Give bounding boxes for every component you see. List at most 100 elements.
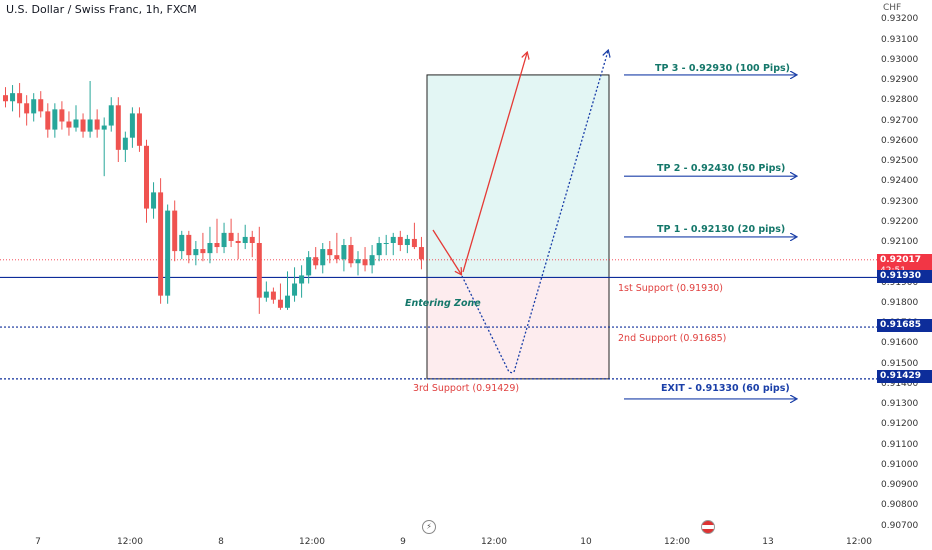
- candle-body: [151, 192, 157, 209]
- candle-body: [200, 249, 206, 254]
- candle-body: [115, 105, 121, 150]
- lightning-icon[interactable]: ⚡: [422, 520, 436, 534]
- candle-body: [334, 255, 340, 260]
- candle-body: [10, 93, 16, 102]
- candle: [129, 107, 135, 148]
- candle: [144, 139, 149, 223]
- candle: [101, 117, 107, 177]
- candle-body: [144, 145, 149, 209]
- y-tick-label: 0.93100: [881, 34, 919, 45]
- candle: [94, 109, 100, 138]
- red-arrow-up: [462, 53, 527, 273]
- y-tick-label: 0.92600: [881, 135, 919, 146]
- candle-body: [17, 93, 23, 104]
- blue-path-down: [461, 275, 514, 374]
- candle: [10, 85, 16, 112]
- y-tick-label: 0.91100: [881, 439, 919, 450]
- candle-body: [327, 249, 333, 256]
- y-tick-label: 0.91800: [881, 297, 919, 308]
- tp2-label: TP 2 - 0.92430 (50 Pips): [657, 163, 786, 174]
- x-tick-label: 8: [218, 537, 224, 547]
- candle-body: [277, 299, 283, 308]
- candle-body: [193, 249, 199, 256]
- candle-body: [341, 245, 347, 260]
- candle-body: [45, 111, 51, 130]
- tp3-label: TP 3 - 0.92930 (100 Pips): [655, 63, 790, 74]
- candle-body: [390, 236, 396, 243]
- candle: [73, 105, 79, 132]
- y-tick-label: 0.91400: [881, 378, 919, 389]
- current-price-value: 0.92017: [880, 255, 921, 265]
- candle-body: [348, 245, 354, 264]
- candle-body: [376, 243, 382, 256]
- y-tick-label: 0.92300: [881, 196, 919, 207]
- candle-body: [87, 119, 93, 132]
- y-tick-label: 0.92200: [881, 216, 919, 227]
- candle-body: [418, 247, 424, 260]
- candle: [24, 95, 30, 126]
- candle: [383, 234, 389, 256]
- x-tick-label: 10: [580, 537, 592, 547]
- candle: [418, 236, 424, 270]
- y-tick-label: 0.92800: [881, 95, 919, 106]
- candle-body: [221, 232, 227, 248]
- support-lines: [0, 259, 877, 380]
- candle: [369, 245, 375, 274]
- candle-body: [320, 249, 326, 266]
- y-tick-label: 0.91600: [881, 338, 919, 349]
- support-2-badge: 0.91685: [877, 319, 932, 332]
- y-tick-label: 0.90700: [881, 520, 919, 531]
- candle: [263, 281, 269, 302]
- candle-body: [355, 259, 361, 264]
- candle: [228, 218, 234, 248]
- candle: [221, 222, 227, 254]
- candle: [277, 283, 283, 310]
- candle: [59, 101, 65, 130]
- candle-body: [383, 243, 389, 244]
- candle-body: [285, 295, 290, 308]
- symbol-title[interactable]: U.S. Dollar / Swiss Franc, 1h, FXCM: [6, 3, 197, 16]
- candle-body: [404, 238, 410, 246]
- x-tick-label: 12:00: [117, 537, 143, 547]
- candle: [341, 238, 347, 272]
- candle: [38, 91, 44, 118]
- candle-body: [299, 275, 305, 284]
- candle-body: [179, 234, 185, 252]
- y-tick-label: 0.93200: [881, 14, 919, 25]
- candle-body: [52, 109, 58, 130]
- candle: [249, 230, 255, 258]
- candle: [270, 287, 276, 304]
- candle: [45, 103, 51, 138]
- y-tick-label: 0.92700: [881, 115, 919, 126]
- candle-body: [158, 192, 164, 296]
- candle: [327, 240, 333, 264]
- candle-body: [66, 121, 72, 128]
- candle: [193, 240, 199, 266]
- candle: [151, 182, 157, 219]
- candle: [214, 218, 220, 254]
- candle: [306, 251, 312, 284]
- candle-body: [172, 210, 178, 252]
- candle: [115, 97, 121, 162]
- support-3-label: 3rd Support (0.91429): [413, 383, 520, 394]
- candle-body: [369, 255, 375, 266]
- candle-body: [31, 99, 37, 114]
- candle: [80, 113, 86, 138]
- candle-body: [94, 119, 100, 130]
- candle: [376, 236, 382, 262]
- candle-body: [129, 113, 135, 138]
- exit-label: EXIT - 0.91330 (60 pips): [661, 383, 790, 394]
- candle-body: [263, 291, 269, 298]
- candle-body: [411, 238, 417, 248]
- support-3-badge: 0.91429: [877, 370, 932, 383]
- position-zones: [426, 74, 610, 380]
- candle: [207, 226, 213, 264]
- candle: [87, 81, 93, 138]
- candle: [122, 131, 128, 162]
- candle-body: [207, 243, 213, 254]
- candle: [320, 243, 326, 274]
- us-flag-icon[interactable]: [701, 520, 715, 534]
- candle: [186, 230, 192, 264]
